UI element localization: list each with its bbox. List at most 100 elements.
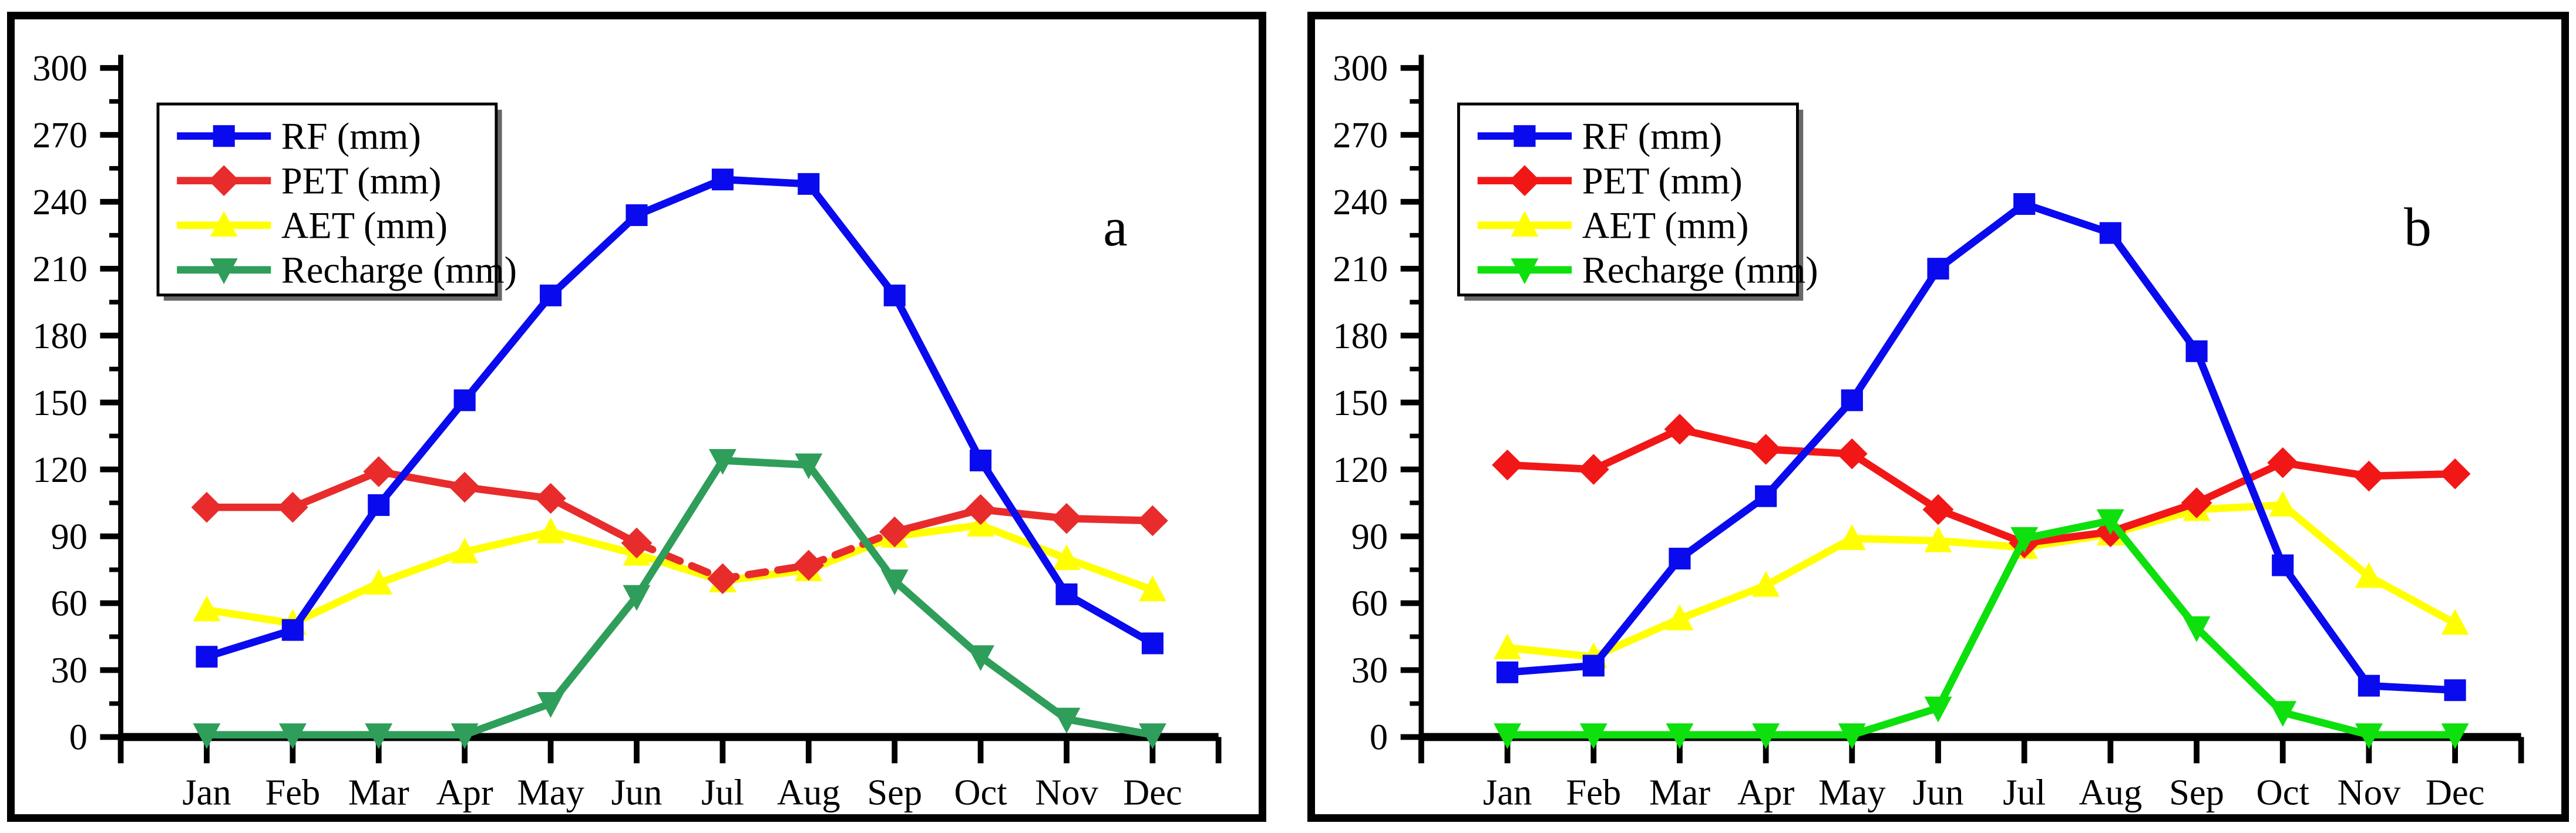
marker-triangle-down — [2182, 616, 2211, 642]
marker-triangle-down — [193, 723, 221, 750]
y-tick-label: 90 — [51, 517, 88, 557]
x-tick-label: Oct — [954, 772, 1007, 812]
series-recharge-mm- — [193, 448, 1166, 750]
x-tick-label: Sep — [2169, 772, 2224, 813]
legend-label: AET (mm) — [1582, 205, 1749, 247]
marker-triangle-up — [1838, 524, 1866, 550]
y-tick-label: 180 — [1333, 315, 1388, 356]
marker-triangle-down — [1579, 723, 1608, 750]
marker-square — [711, 168, 734, 191]
marker-triangle-down — [795, 453, 823, 480]
marker-square — [540, 284, 562, 306]
marker-diamond — [1836, 438, 1868, 470]
marker-diamond — [2353, 460, 2385, 492]
x-tick-label: Feb — [265, 772, 321, 812]
marker-triangle-down — [1511, 258, 1539, 285]
marker-triangle-down — [1666, 723, 1694, 750]
marker-triangle-down — [880, 569, 909, 595]
legend-item-recharge-mm-: Recharge (mm) — [1477, 249, 1818, 291]
marker-triangle-down — [1838, 723, 1866, 750]
y-tick-label: 180 — [32, 316, 88, 356]
legend-item-aet-mm-: AET (mm) — [1477, 205, 1749, 247]
marker-triangle-down — [1752, 723, 1780, 750]
y-tick-label: 120 — [32, 450, 88, 490]
marker-triangle-down — [2010, 527, 2039, 553]
marker-diamond — [449, 471, 480, 503]
legend-label: AET (mm) — [281, 205, 448, 247]
x-tick-label: Jun — [611, 772, 663, 812]
marker-triangle-up — [1494, 633, 1522, 660]
marker-triangle-down — [278, 723, 307, 750]
marker-square — [2272, 554, 2294, 576]
y-tick-label: 240 — [32, 182, 88, 222]
legend-item-pet-mm-: PET (mm) — [177, 160, 441, 202]
marker-diamond — [1750, 434, 1782, 465]
x-tick-label: Dec — [2426, 772, 2485, 813]
marker-square — [625, 204, 648, 227]
marker-triangle-up — [2441, 609, 2469, 635]
marker-square — [2013, 193, 2036, 215]
y-tick-label: 60 — [1351, 583, 1388, 624]
y-tick-label: 210 — [32, 249, 88, 289]
marker-square — [883, 284, 906, 306]
marker-triangle-down — [537, 692, 565, 718]
legend-item-rf-mm-: RF (mm) — [177, 116, 421, 157]
marker-diamond — [277, 491, 308, 523]
y-tick-label: 30 — [1351, 650, 1388, 691]
x-tick-label: Jan — [182, 772, 231, 812]
marker-triangle-up — [1511, 211, 1539, 237]
legend-label: RF (mm) — [1582, 116, 1722, 157]
marker-diamond — [965, 494, 996, 525]
marker-diamond — [535, 483, 566, 514]
x-tick-label: Jan — [1483, 772, 1532, 813]
marker-triangle-down — [1139, 723, 1166, 750]
marker-square — [1582, 655, 1605, 677]
marker-square — [196, 646, 218, 668]
x-tick-label: Jul — [2003, 772, 2046, 813]
marker-triangle-up — [1139, 575, 1166, 602]
marker-square — [1141, 632, 1163, 655]
legend-label: Recharge (mm) — [281, 249, 517, 291]
marker-square — [1055, 583, 1078, 605]
marker-triangle-down — [2269, 701, 2297, 727]
y-tick-label: 150 — [1333, 382, 1388, 423]
marker-square — [1496, 661, 1519, 683]
marker-square — [970, 449, 992, 471]
x-tick-label: Aug — [777, 772, 840, 812]
y-tick-label: 0 — [69, 717, 88, 758]
marker-diamond — [363, 456, 395, 487]
legend-item-recharge-mm-: Recharge (mm) — [177, 249, 517, 291]
legend: RF (mm)PET (mm)AET (mm)Recharge (mm) — [1457, 102, 1818, 301]
marker-diamond — [1509, 165, 1541, 196]
marker-diamond — [1137, 505, 1168, 537]
legend-label: PET (mm) — [1582, 160, 1743, 202]
legend-item-rf-mm-: RF (mm) — [1477, 116, 1722, 157]
marker-diamond — [621, 527, 653, 559]
marker-triangle-up — [2269, 491, 2297, 517]
x-tick-label: Nov — [1035, 772, 1098, 812]
marker-square — [368, 494, 390, 516]
marker-triangle-down — [450, 723, 479, 750]
x-tick-label: Nov — [2338, 772, 2402, 813]
marker-triangle-up — [365, 569, 393, 595]
marker-triangle-up — [1052, 544, 1081, 571]
y-tick-label: 270 — [1333, 114, 1388, 156]
marker-diamond — [793, 549, 825, 581]
chart-panel-b: 0 30 60 90 120 150 180 210 240 270 300 Jan Feb Mar Apr… — [1307, 12, 2569, 822]
x-tick-label: Dec — [1123, 772, 1182, 812]
y-axis: 0 30 60 90 120 150 180 210 240 270 300 — [32, 48, 121, 758]
y-tick-label: 300 — [32, 48, 88, 89]
marker-diamond — [1664, 413, 1696, 445]
marker-square — [1927, 258, 1949, 280]
marker-triangle-up — [1666, 604, 1694, 630]
x-tick-label: Apr — [436, 772, 493, 812]
marker-triangle-up — [193, 595, 221, 622]
x-tick-label: Jul — [701, 772, 744, 812]
series-rf-mm- — [1496, 193, 2466, 702]
marker-triangle-down — [1924, 696, 1952, 723]
chart-panel-a: 0 30 60 90 120 150 180 210 240 270 300 Jan Feb Mar Apr… — [7, 12, 1266, 822]
y-tick-label: 60 — [51, 584, 88, 624]
legend-label: Recharge (mm) — [1582, 249, 1818, 291]
marker-triangle-up — [450, 537, 479, 564]
x-tick-label: Mar — [1649, 772, 1710, 813]
